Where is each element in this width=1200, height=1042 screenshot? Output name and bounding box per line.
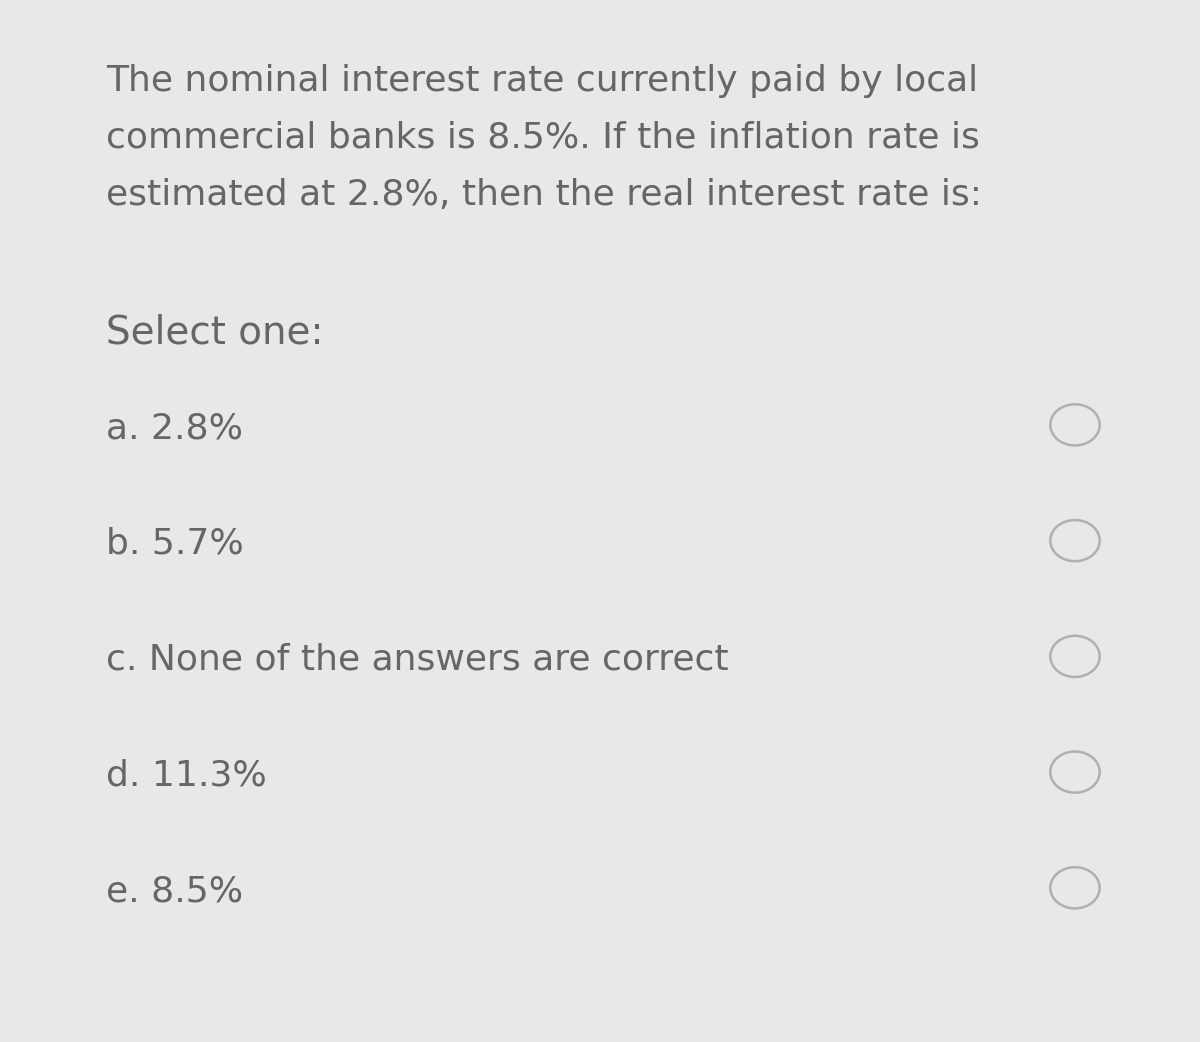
Text: commercial banks is 8.5%. If the inflation rate is: commercial banks is 8.5%. If the inflati… xyxy=(106,121,980,155)
Text: Select one:: Select one: xyxy=(106,313,324,351)
Text: c. None of the answers are correct: c. None of the answers are correct xyxy=(106,643,728,676)
Text: b. 5.7%: b. 5.7% xyxy=(106,527,244,561)
Text: d. 11.3%: d. 11.3% xyxy=(106,759,266,792)
Text: a. 2.8%: a. 2.8% xyxy=(106,412,242,445)
Text: e. 8.5%: e. 8.5% xyxy=(106,874,244,908)
Text: estimated at 2.8%, then the real interest rate is:: estimated at 2.8%, then the real interes… xyxy=(106,178,982,212)
Text: The nominal interest rate currently paid by local: The nominal interest rate currently paid… xyxy=(106,64,978,98)
